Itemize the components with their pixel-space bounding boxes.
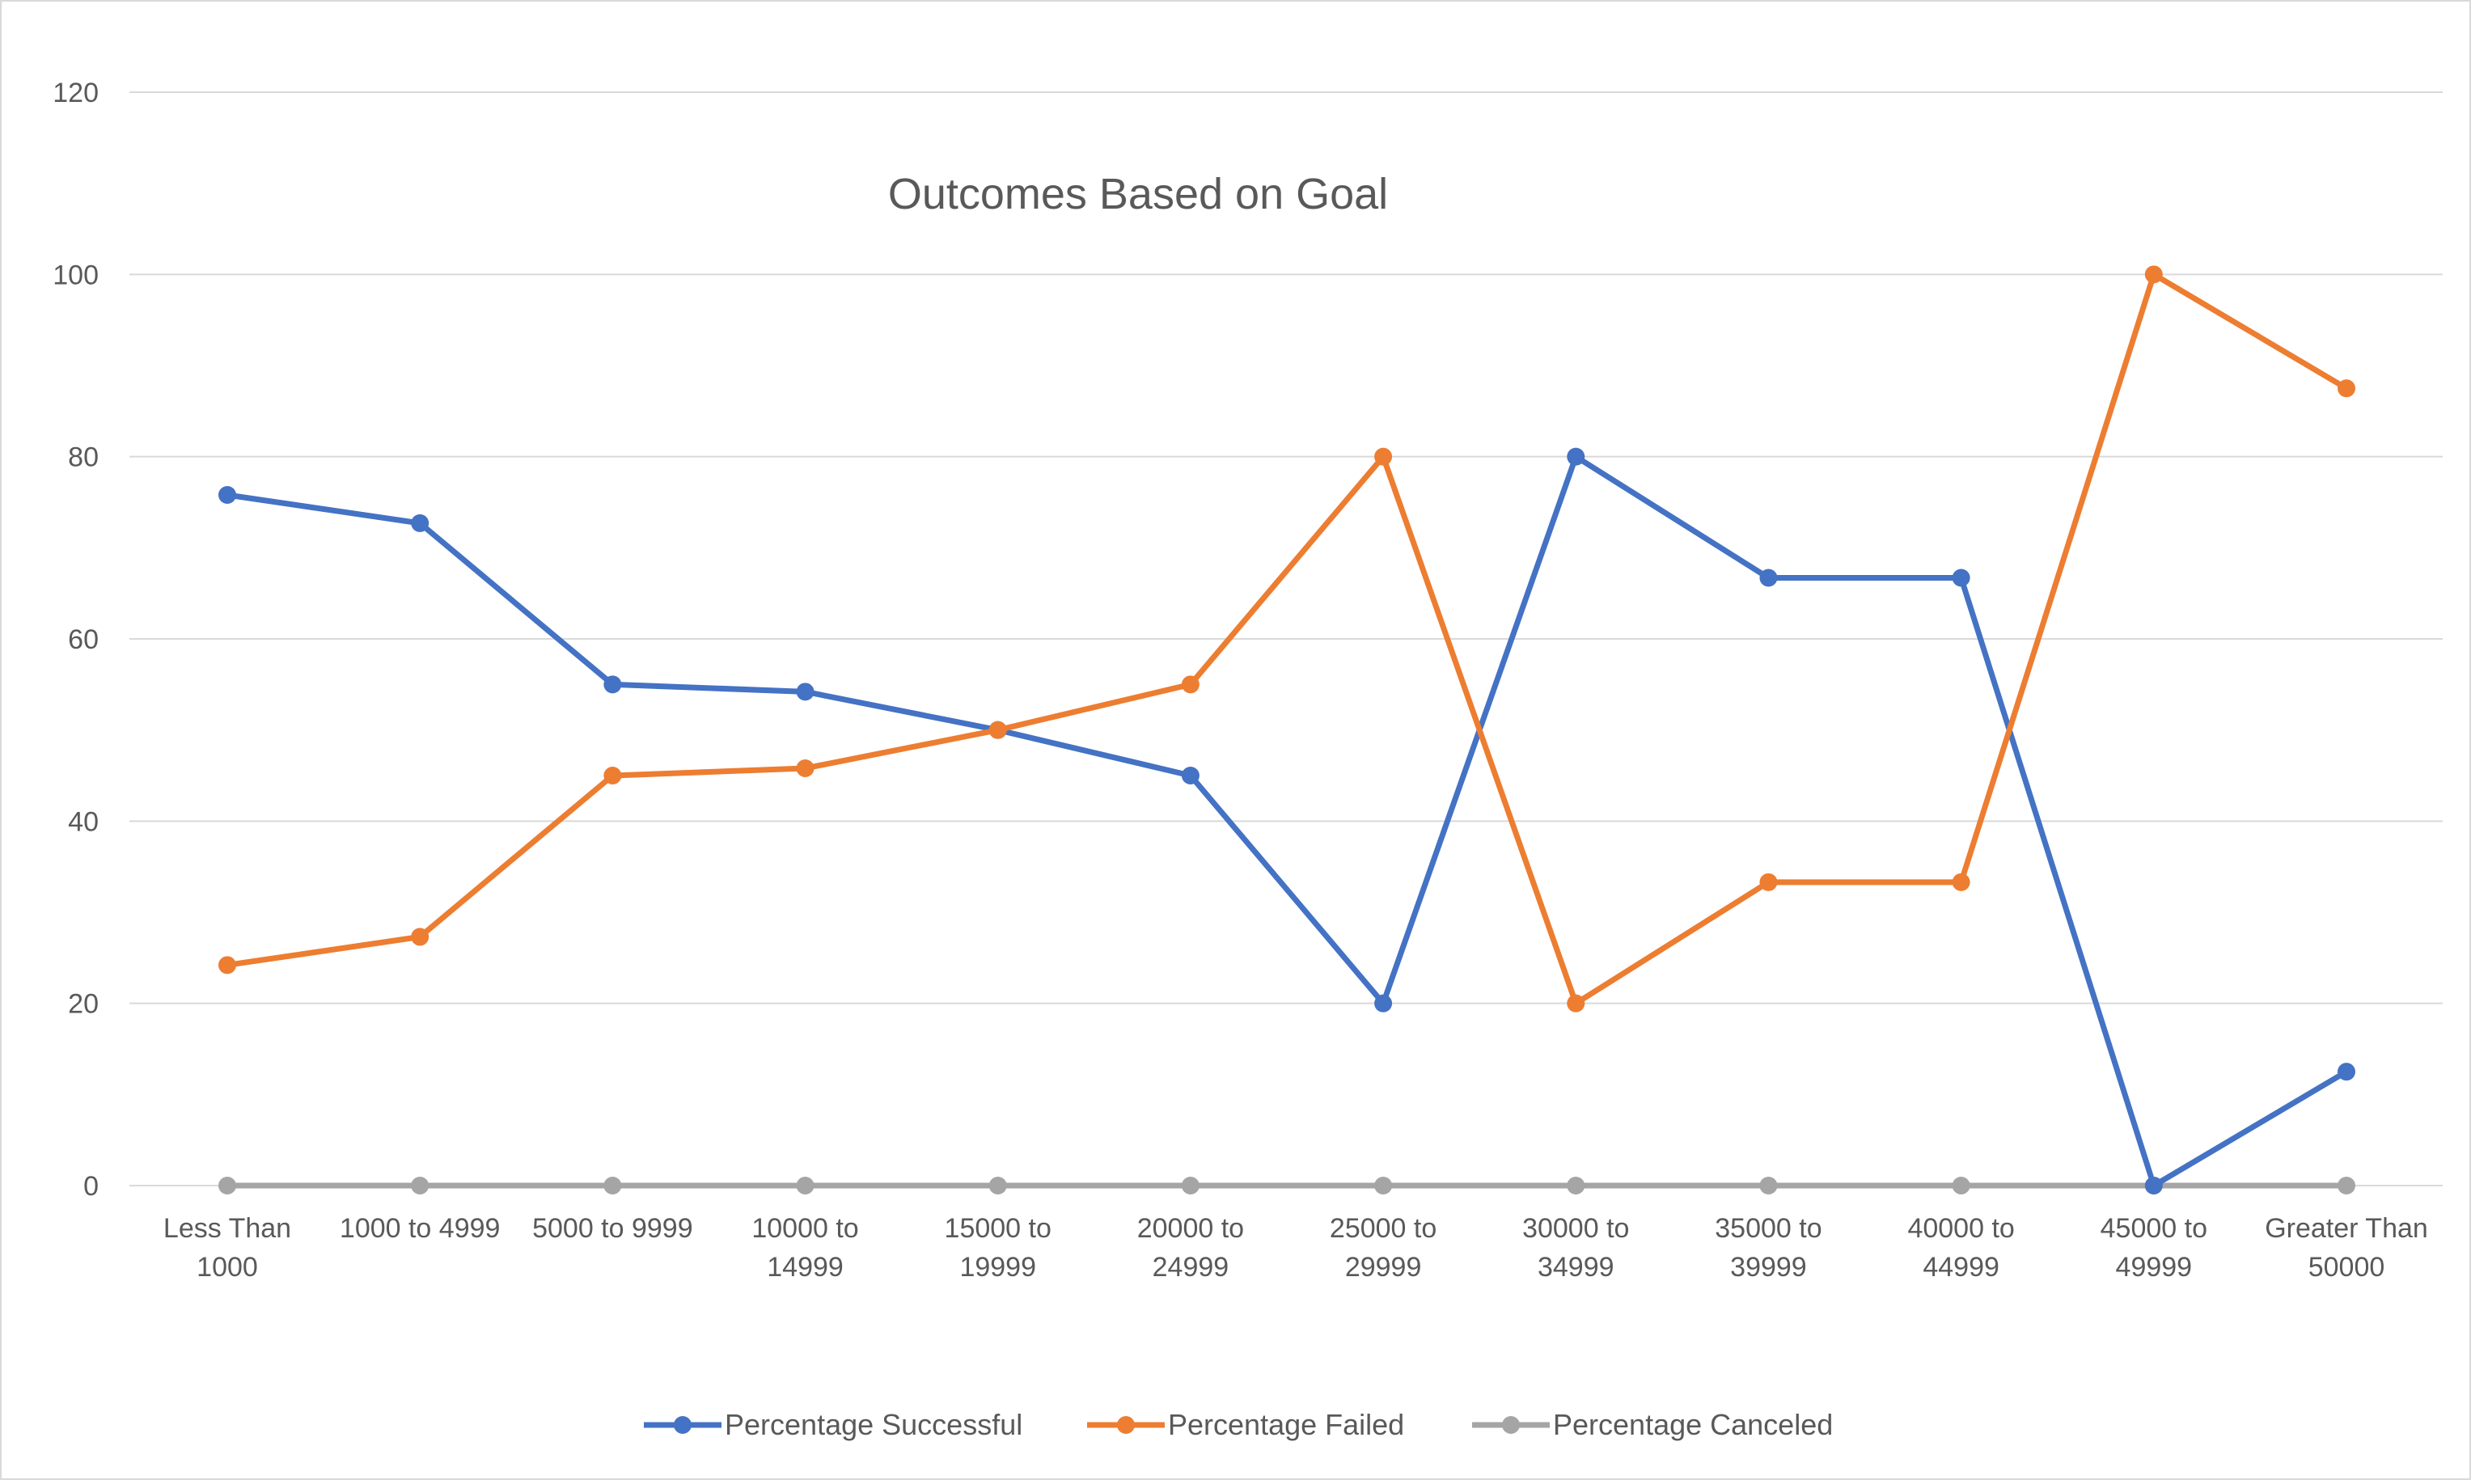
data-point — [218, 1177, 236, 1194]
legend-label: Percentage Canceled — [1553, 1408, 1833, 1441]
y-tick-label: 40 — [68, 806, 99, 837]
x-tick-label: 45000 to 49999 — [2101, 1213, 2207, 1283]
x-axis-ticks: Less Than 1000 1000 to 4999 5000 to 9999 100… — [163, 1213, 2428, 1283]
data-point — [218, 956, 236, 975]
data-point — [218, 485, 236, 504]
data-point — [1759, 1177, 1778, 1194]
data-point — [603, 767, 622, 784]
x-tick-label: 25000 to 29999 — [1330, 1213, 1436, 1283]
gridlines — [129, 91, 2443, 1186]
x-tick-label: 1000 to 4999 — [340, 1213, 501, 1244]
data-point — [411, 1177, 429, 1194]
legend-label: Percentage Successful — [725, 1408, 1022, 1441]
data-point — [1374, 1177, 1393, 1194]
data-point — [1759, 873, 1778, 891]
x-tick-label: 30000 to 34999 — [1522, 1213, 1629, 1283]
data-point — [1567, 994, 1585, 1013]
x-tick-label: 15000 to 19999 — [945, 1213, 1051, 1283]
y-axis-ticks: 0 20 40 60 80 100 120 — [53, 78, 99, 1202]
series-line — [224, 454, 2350, 1189]
x-tick-label: 40000 to 44999 — [1907, 1213, 2014, 1283]
y-tick-label: 80 — [68, 442, 99, 473]
series-lines — [218, 265, 2355, 1194]
data-point — [1759, 569, 1778, 587]
data-point — [1567, 1177, 1585, 1194]
data-point — [1952, 1177, 1970, 1194]
x-tick-label: Greater Than 50000 — [2265, 1213, 2428, 1283]
data-point — [2144, 265, 2163, 284]
y-tick-label: 0 — [83, 1171, 99, 1202]
data-point — [1181, 675, 1200, 694]
data-point — [1374, 994, 1393, 1013]
data-point — [2338, 1177, 2355, 1194]
data-point — [796, 759, 814, 777]
y-tick-label: 20 — [68, 989, 99, 1020]
data-point — [796, 683, 814, 701]
x-tick-label: 5000 to 9999 — [532, 1213, 693, 1244]
data-point — [1181, 767, 1200, 784]
data-point — [1952, 569, 1970, 587]
legend-swatch-marker — [674, 1416, 692, 1434]
legend-item: Percentage Failed — [1087, 1408, 1404, 1441]
data-point — [411, 514, 429, 532]
data-point — [2144, 1177, 2163, 1194]
series-percentage-canceled — [218, 1177, 2355, 1194]
x-tick-label: Less Than 1000 — [163, 1213, 291, 1283]
y-tick-label: 120 — [53, 78, 99, 108]
chart-title: Outcomes Based on Goal — [888, 170, 1388, 218]
data-point — [603, 1177, 622, 1194]
legend-label: Percentage Failed — [1168, 1408, 1404, 1441]
legend-swatch-marker — [1502, 1416, 1520, 1434]
data-point — [1181, 1177, 1200, 1194]
data-point — [988, 721, 1007, 739]
data-point — [411, 928, 429, 946]
x-tick-label: 35000 to 39999 — [1715, 1213, 1822, 1283]
data-point — [1374, 447, 1393, 466]
legend: Percentage Successful Percentage Failed Pe… — [644, 1408, 1833, 1441]
data-point — [603, 675, 622, 694]
data-point — [796, 1177, 814, 1194]
x-tick-label: 10000 to 14999 — [751, 1213, 858, 1283]
series-percentage-failed — [218, 265, 2355, 1013]
series-line — [224, 271, 2350, 1007]
legend-item: Percentage Successful — [644, 1408, 1022, 1441]
legend-item: Percentage Canceled — [1472, 1408, 1833, 1441]
data-point — [1952, 873, 1970, 891]
series-percentage-successful — [218, 447, 2355, 1194]
x-tick-label: 20000 to 24999 — [1137, 1213, 1244, 1283]
data-point — [1567, 447, 1585, 466]
legend-swatch-marker — [1117, 1416, 1135, 1434]
data-point — [988, 1177, 1007, 1194]
data-point — [2338, 379, 2355, 398]
y-tick-label: 60 — [68, 624, 99, 655]
y-tick-label: 100 — [53, 260, 99, 290]
data-point — [2338, 1063, 2355, 1081]
